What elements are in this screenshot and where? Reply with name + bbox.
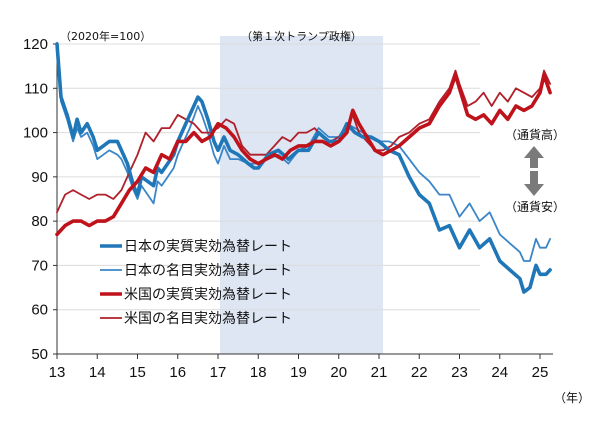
x-tick-label: 24 (491, 364, 508, 381)
series-lines (55, 42, 552, 294)
y-axis-unit-label: （2020年=100） (60, 29, 151, 43)
series-line-4 (56, 69, 551, 214)
arrow-up-icon (524, 146, 544, 168)
currency-down-label: （通貨安） (505, 199, 565, 214)
x-tick-label: 17 (210, 364, 227, 381)
x-tick-label: 23 (451, 364, 468, 381)
y-tick-label: 110 (24, 80, 48, 97)
x-tick-label: 15 (129, 364, 146, 381)
legend-label: 米国の名目実効為替レート (124, 311, 292, 327)
y-tick-label: 80 (31, 213, 48, 230)
series-line-3 (55, 73, 552, 237)
trump-first-term-shaded-region (220, 36, 384, 354)
legend: 日本の実質実効為替レート日本の名目実効為替レート米国の実質実効為替レート米国の名… (100, 239, 292, 327)
currency-direction-annotation: （通貨高） （通貨安） (505, 127, 565, 214)
series-line-1 (55, 42, 552, 294)
legend-label: 日本の名目実効為替レート (124, 263, 292, 279)
x-tick-label: 20 (330, 364, 347, 381)
legend-label: 日本の実質実効為替レート (124, 239, 292, 255)
y-axis-ticks: 50 60 70 80 90 100 110 120 (23, 36, 57, 363)
y-tick-label: 90 (31, 169, 48, 186)
currency-up-label: （通貨高） (505, 127, 565, 142)
x-tick-label: 19 (290, 364, 307, 381)
x-tick-label: 21 (371, 364, 388, 381)
y-tick-label: 60 (31, 302, 48, 319)
shaded-region-label: （第１次トランプ政権） (241, 29, 362, 43)
x-tick-label: 16 (169, 364, 186, 381)
x-tick-label: 13 (49, 364, 66, 381)
y-tick-label: 120 (23, 36, 48, 53)
x-tick-label: 18 (250, 364, 267, 381)
arrow-down-icon (524, 171, 544, 196)
legend-label: 米国の実質実効為替レート (124, 287, 292, 303)
x-tick-label: 14 (89, 364, 106, 381)
y-tick-label: 70 (31, 257, 48, 274)
x-axis-unit-label: （年） (554, 391, 590, 405)
y-tick-label: 50 (31, 346, 48, 363)
x-axis-ticks: 13 14 15 16 17 18 19 20 21 22 23 24 25 (49, 354, 549, 381)
x-tick-label: 25 (532, 364, 549, 381)
y-tick-label: 100 (23, 125, 48, 142)
x-tick-label: 22 (411, 364, 428, 381)
axes (56, 42, 553, 355)
